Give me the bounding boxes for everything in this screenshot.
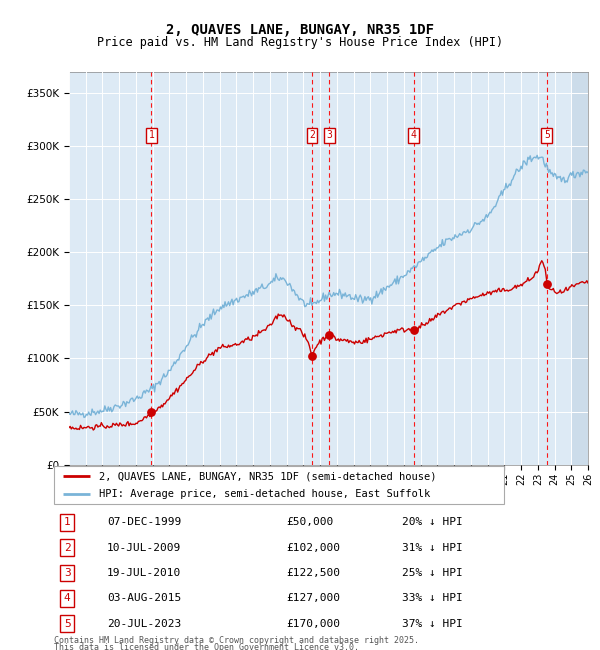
Point	[542, 279, 551, 289]
Text: HPI: Average price, semi-detached house, East Suffolk: HPI: Average price, semi-detached house,…	[99, 489, 430, 499]
Text: 25% ↓ HPI: 25% ↓ HPI	[403, 568, 463, 578]
Text: £102,000: £102,000	[286, 543, 340, 552]
Text: 10-JUL-2009: 10-JUL-2009	[107, 543, 181, 552]
Text: 31% ↓ HPI: 31% ↓ HPI	[403, 543, 463, 552]
Text: 20-JUL-2023: 20-JUL-2023	[107, 619, 181, 629]
Text: 5: 5	[64, 619, 71, 629]
Text: 19-JUL-2010: 19-JUL-2010	[107, 568, 181, 578]
Point	[409, 324, 418, 335]
Point	[325, 330, 334, 340]
Text: 4: 4	[64, 593, 71, 603]
Text: 3: 3	[64, 568, 71, 578]
Point	[307, 351, 317, 361]
Text: 2: 2	[64, 543, 71, 552]
Text: This data is licensed under the Open Government Licence v3.0.: This data is licensed under the Open Gov…	[54, 644, 359, 650]
Text: 4: 4	[410, 130, 416, 140]
Text: 20% ↓ HPI: 20% ↓ HPI	[403, 517, 463, 527]
Text: 5: 5	[544, 130, 550, 140]
Text: Contains HM Land Registry data © Crown copyright and database right 2025.: Contains HM Land Registry data © Crown c…	[54, 636, 419, 645]
FancyBboxPatch shape	[54, 466, 504, 504]
Text: 03-AUG-2015: 03-AUG-2015	[107, 593, 181, 603]
Text: 2: 2	[309, 130, 315, 140]
Text: £127,000: £127,000	[286, 593, 340, 603]
Text: 07-DEC-1999: 07-DEC-1999	[107, 517, 181, 527]
Text: 37% ↓ HPI: 37% ↓ HPI	[403, 619, 463, 629]
Text: £170,000: £170,000	[286, 619, 340, 629]
Text: Price paid vs. HM Land Registry's House Price Index (HPI): Price paid vs. HM Land Registry's House …	[97, 36, 503, 49]
Text: 1: 1	[148, 130, 154, 140]
Text: £122,500: £122,500	[286, 568, 340, 578]
Text: 3: 3	[326, 130, 332, 140]
Bar	[571, 72, 596, 465]
Text: 33% ↓ HPI: 33% ↓ HPI	[403, 593, 463, 603]
Point	[146, 406, 156, 417]
Text: 1: 1	[64, 517, 71, 527]
Text: 2, QUAVES LANE, BUNGAY, NR35 1DF: 2, QUAVES LANE, BUNGAY, NR35 1DF	[166, 23, 434, 37]
Text: £50,000: £50,000	[286, 517, 334, 527]
Text: 2, QUAVES LANE, BUNGAY, NR35 1DF (semi-detached house): 2, QUAVES LANE, BUNGAY, NR35 1DF (semi-d…	[99, 471, 437, 481]
